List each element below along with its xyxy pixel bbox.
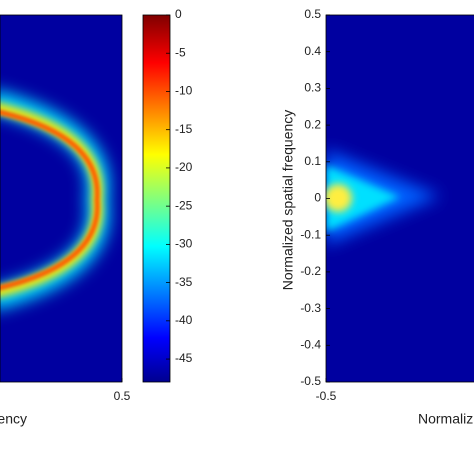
- y-tick-label: 0.1: [304, 154, 321, 168]
- y-tick-label: -0.1: [300, 227, 321, 241]
- y-tick-label: -0.5: [300, 374, 321, 388]
- y-tick-label: 0.2: [304, 117, 321, 131]
- left-heatmap: [0, 14, 123, 383]
- colorbar-tick-label: -45: [175, 351, 193, 365]
- colorbar-tick-label: 0: [175, 7, 182, 21]
- colorbar-tick-label: -30: [175, 237, 193, 251]
- y-tick-label: 0.4: [304, 44, 321, 58]
- colorbar-tick-label: -20: [175, 160, 193, 174]
- right-heatmap: [325, 14, 474, 383]
- colorbar-gradient: [142, 14, 171, 383]
- y-tick-label: -0.2: [300, 264, 321, 278]
- y-tick-label: 0: [314, 191, 321, 205]
- y-tick-label: -0.4: [300, 337, 321, 351]
- heatmap-image: [0, 91, 110, 309]
- colorbar-tick-label: -5: [175, 45, 186, 59]
- y-tick-label: 0.5: [304, 7, 321, 21]
- colorbar-tick-label: -40: [175, 313, 193, 327]
- x-axis-label: ency: [0, 411, 27, 427]
- x-tick-label: 0.5: [114, 389, 131, 403]
- heatmap-image: [326, 150, 440, 245]
- colorbar: [142, 14, 171, 383]
- colorbar-tick-label: -35: [175, 275, 193, 289]
- colorbar-tick-label: -15: [175, 122, 193, 136]
- y-tick-label: 0.3: [304, 81, 321, 95]
- x-axis-label: Normaliz: [418, 411, 473, 427]
- colorbar-tick-label: -25: [175, 198, 193, 212]
- x-tick-label: -0.5: [316, 389, 337, 403]
- y-tick-label: -0.3: [300, 301, 321, 315]
- colorbar-tick-label: -10: [175, 84, 193, 98]
- y-axis-label: Normalized spatial frequency: [280, 110, 296, 291]
